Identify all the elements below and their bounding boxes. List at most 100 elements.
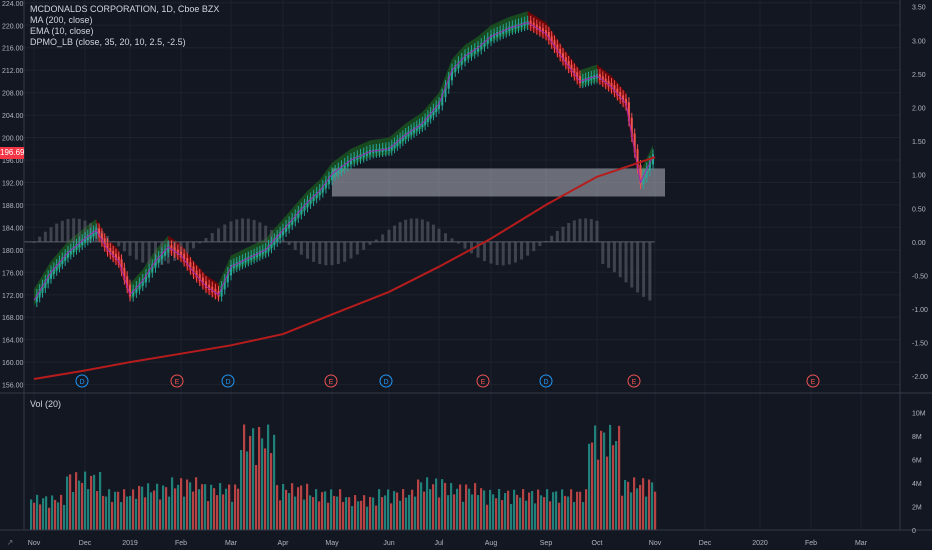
oscillator-tick-label: 0.50 <box>912 206 926 213</box>
volume-bar <box>99 471 102 530</box>
candle-body <box>567 61 570 69</box>
volume-bar <box>387 489 390 530</box>
volume-legend[interactable]: Vol (20) <box>30 399 62 409</box>
candle-body <box>241 259 244 265</box>
candle-body <box>390 144 393 151</box>
volume-bar <box>570 489 573 530</box>
volume-bar <box>309 495 312 530</box>
candle-body <box>114 253 117 260</box>
candle-body <box>616 88 619 96</box>
volume-bar <box>630 492 633 530</box>
time-tick-label: Feb <box>175 540 187 547</box>
volume-bar <box>495 498 498 530</box>
candle-body <box>639 165 642 185</box>
symbol-title[interactable]: MCDONALDS CORPORATION, 1D, Cboe BZX <box>30 4 220 14</box>
candle-body <box>232 263 235 269</box>
candle-body <box>138 282 141 290</box>
volume-bar <box>291 483 294 530</box>
candle-body <box>457 61 460 69</box>
candle-body <box>493 33 496 39</box>
dpmo-legend[interactable]: DPMO_LB (close, 35, 20, 10, 2.5, -2.5) <box>30 37 186 47</box>
candle-body <box>610 83 613 89</box>
volume-bar <box>465 484 468 530</box>
volume-bar <box>549 501 552 530</box>
candle-body <box>404 133 407 139</box>
candle-body <box>294 214 297 222</box>
histogram-bar <box>192 241 195 249</box>
volume-bar <box>222 494 225 530</box>
time-tick-label: Feb <box>805 540 817 547</box>
volume-bar <box>453 494 456 530</box>
volume-bar <box>180 478 183 530</box>
candle-body <box>529 20 532 27</box>
histogram-bar <box>636 241 640 293</box>
candle-body <box>350 158 352 165</box>
volume-bar <box>243 424 246 530</box>
indicator-legend: MCDONALDS CORPORATION, 1D, Cboe BZX MA (… <box>30 4 219 48</box>
candle-body <box>279 231 282 239</box>
volume-bar <box>525 500 528 530</box>
volume-bar <box>261 438 264 530</box>
candle-body <box>306 200 309 208</box>
candle-body <box>401 135 404 142</box>
candle-body <box>362 152 365 158</box>
histogram-bar <box>210 233 214 242</box>
volume-bar <box>621 495 624 530</box>
time-axis[interactable]: Nov Dec 2019 Feb Mar Apr May Jun Jul Aug Sep Oct Nov… <box>28 540 868 547</box>
candle-body <box>264 248 267 253</box>
volume-bar <box>384 495 387 530</box>
candle-body <box>41 284 44 293</box>
price-axis[interactable]: 156.00 160.00 164.00 168.00 172.00 176.00 180.… <box>2 1 24 390</box>
candle-body <box>477 46 479 52</box>
volume-bar <box>390 503 393 530</box>
candle-body <box>486 37 489 44</box>
candle-body <box>58 260 61 268</box>
histogram-bar <box>287 241 291 245</box>
volume-bar <box>126 496 129 530</box>
volume-bar <box>531 491 534 530</box>
candle-body <box>103 238 106 247</box>
zoom-icon[interactable]: ↗ <box>6 538 14 547</box>
volume-bar <box>288 493 291 530</box>
candle-body <box>192 266 195 274</box>
candle-body <box>183 253 186 262</box>
volume-bar <box>378 489 381 530</box>
volume-bar <box>165 487 168 530</box>
candle-body <box>129 284 131 297</box>
volume-bar <box>69 474 72 530</box>
volume-bar <box>489 489 492 530</box>
candle-body <box>44 279 47 289</box>
histogram-bar <box>60 220 64 242</box>
histogram-bar <box>624 241 628 283</box>
volume-bar <box>147 483 150 530</box>
histogram-bar <box>299 241 303 255</box>
volume-bar <box>186 479 189 530</box>
histogram-bar <box>147 241 151 265</box>
ma-legend[interactable]: MA (200, close) <box>30 15 93 25</box>
histogram-bar <box>513 241 517 263</box>
volume-bar <box>66 476 69 530</box>
volume-bar <box>516 494 519 530</box>
volume-bar <box>153 490 156 530</box>
volume-axis[interactable]: 10M 8M 6M 4M 2M 0 <box>912 411 926 535</box>
candle-body <box>604 78 607 85</box>
candle-body <box>72 246 75 252</box>
histogram-bar <box>306 241 309 259</box>
volume-bar <box>366 506 369 530</box>
event-label: D <box>543 379 548 386</box>
time-tick-label: Mar <box>225 540 238 547</box>
volume-bar <box>84 471 87 530</box>
candle-body <box>303 203 306 211</box>
candle-body <box>195 270 198 278</box>
volume-bar <box>399 500 402 530</box>
support-zone-box[interactable] <box>332 168 665 197</box>
candle-body <box>92 230 95 237</box>
candle-body <box>167 245 170 253</box>
price-tick-label: 172.00 <box>2 293 24 300</box>
candle-body <box>238 260 241 266</box>
ema-legend[interactable]: EMA (10, close) <box>30 26 94 36</box>
candle-body <box>135 286 138 293</box>
oscillator-axis[interactable]: 3.50 3.00 2.50 2.00 1.50 1.00 0.50 0.00 -0.50 -1.… <box>912 5 928 381</box>
